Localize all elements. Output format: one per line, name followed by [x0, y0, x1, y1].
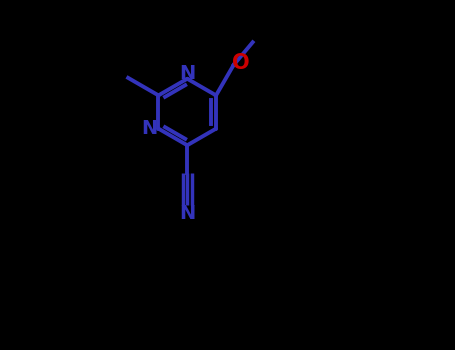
- Text: N: N: [179, 204, 195, 223]
- Text: O: O: [233, 53, 250, 73]
- Text: N: N: [142, 119, 158, 138]
- Text: N: N: [179, 64, 195, 83]
